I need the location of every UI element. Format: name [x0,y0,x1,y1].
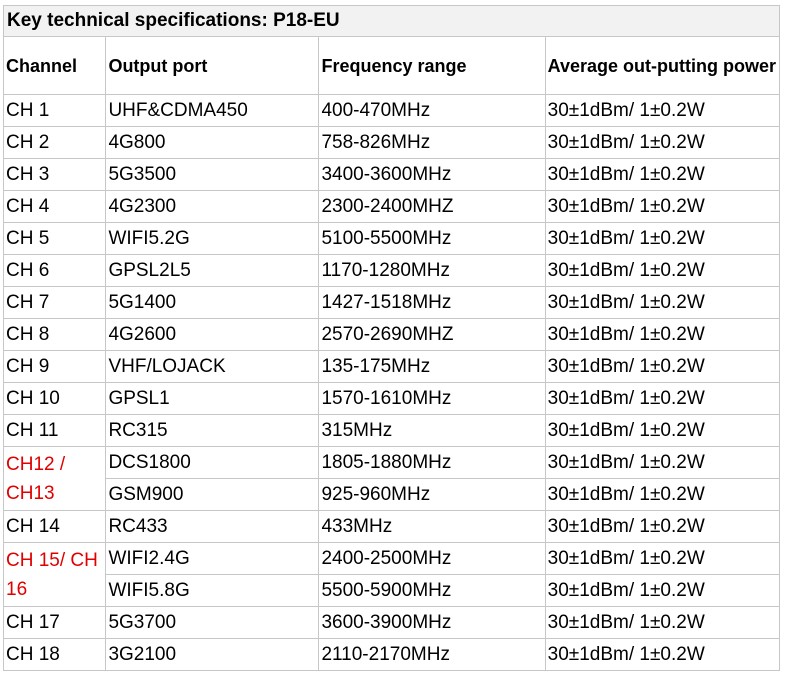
channel-cell-merged: CH12 / CH13 [4,447,107,511]
table-row: CH 14 RC433 433MHz 30±1dBm/ 1±0.2W [4,511,780,543]
port-cell: 5G1400 [106,287,320,319]
table-row: CH 17 5G3700 3600-3900MHz 30±1dBm/ 1±0.2… [4,607,780,639]
power-cell: 30±1dBm/ 1±0.2W [545,447,780,479]
power-cell: 30±1dBm/ 1±0.2W [545,607,780,639]
table-row: CH 2 4G800 758-826MHz 30±1dBm/ 1±0.2W [4,127,780,159]
freq-cell: 3400-3600MHz [319,159,546,191]
header-row: Channel Output port Frequency range Aver… [4,37,780,95]
power-cell: 30±1dBm/ 1±0.2W [545,415,780,447]
table-row: CH 6 GPSL2L5 1170-1280MHz 30±1dBm/ 1±0.2… [4,255,780,287]
table-row: CH 18 3G2100 2110-2170MHz 30±1dBm/ 1±0.2… [4,639,780,671]
power-cell: 30±1dBm/ 1±0.2W [545,383,780,415]
table-row: CH 4 4G2300 2300-2400MHZ 30±1dBm/ 1±0.2W [4,191,780,223]
power-cell: 30±1dBm/ 1±0.2W [545,319,780,351]
channel-cell: CH 1 [4,95,107,127]
channel-cell: CH 2 [4,127,107,159]
port-cell: 3G2100 [106,639,320,671]
freq-cell: 3600-3900MHz [319,607,546,639]
channel-cell: CH 10 [4,383,107,415]
table-row: CH 8 4G2600 2570-2690MHZ 30±1dBm/ 1±0.2W [4,319,780,351]
header-channel: Channel [4,37,107,95]
power-cell: 30±1dBm/ 1±0.2W [545,95,780,127]
port-cell: 5G3700 [106,607,320,639]
table-row: CH 3 5G3500 3400-3600MHz 30±1dBm/ 1±0.2W [4,159,780,191]
freq-cell: 1427-1518MHz [319,287,546,319]
table-row: GSM900 925-960MHz 30±1dBm/ 1±0.2W [4,479,780,511]
header-power: Average out-putting power [545,37,780,95]
table-row: CH 15/ CH 16 WIFI2.4G 2400-2500MHz 30±1d… [4,543,780,607]
channel-cell: CH 8 [4,319,107,351]
channel-cell: CH 6 [4,255,107,287]
port-cell: DCS1800 [106,447,320,479]
freq-cell: 315MHz [319,415,546,447]
power-cell: 30±1dBm/ 1±0.2W [545,511,780,543]
power-cell: 30±1dBm/ 1±0.2W [545,159,780,191]
port-cell: WIFI5.2G [106,223,320,255]
freq-cell: 925-960MHz [319,479,546,511]
header-frequency-range: Frequency range [319,37,546,95]
port-cell: WIFI2.4G [106,543,320,575]
freq-cell: 5100-5500MHz [319,223,546,255]
spec-table: Key technical specifications: P18-EU Cha… [3,5,780,671]
channel-cell: CH 7 [4,287,107,319]
freq-cell: 758-826MHz [319,127,546,159]
channel-cell: CH 11 [4,415,107,447]
channel-cell: CH 18 [4,639,107,671]
channel-cell: CH 3 [4,159,107,191]
power-cell: 30±1dBm/ 1±0.2W [545,543,780,575]
table-row: CH 9 VHF/LOJACK 135-175MHz 30±1dBm/ 1±0.… [4,351,780,383]
table-row: CH 11 RC315 315MHz 30±1dBm/ 1±0.2W [4,415,780,447]
freq-cell: 2570-2690MHZ [319,319,546,351]
power-cell: 30±1dBm/ 1±0.2W [545,191,780,223]
power-cell: 30±1dBm/ 1±0.2W [545,223,780,255]
port-cell: RC433 [106,511,320,543]
port-cell: 4G800 [106,127,320,159]
channel-cell: CH 4 [4,191,107,223]
freq-cell: 135-175MHz [319,351,546,383]
channel-cell: CH 9 [4,351,107,383]
port-cell: 5G3500 [106,159,320,191]
power-cell: 30±1dBm/ 1±0.2W [545,255,780,287]
port-cell: GPSL2L5 [106,255,320,287]
power-cell: 30±1dBm/ 1±0.2W [545,287,780,319]
freq-cell: 2300-2400MHZ [319,191,546,223]
channel-cell: CH 17 [4,607,107,639]
port-cell: 4G2300 [106,191,320,223]
channel-cell: CH 5 [4,223,107,255]
table-row: WIFI5.8G 5500-5900MHz 30±1dBm/ 1±0.2W [4,575,780,607]
freq-cell: 2400-2500MHz [319,543,546,575]
channel-cell: CH 14 [4,511,107,543]
title-row: Key technical specifications: P18-EU [4,6,780,37]
freq-cell: 1570-1610MHz [319,383,546,415]
power-cell: 30±1dBm/ 1±0.2W [545,479,780,511]
table-title: Key technical specifications: P18-EU [4,6,780,37]
port-cell: VHF/LOJACK [106,351,320,383]
port-cell: 4G2600 [106,319,320,351]
power-cell: 30±1dBm/ 1±0.2W [545,127,780,159]
header-output-port: Output port [106,37,320,95]
freq-cell: 1805-1880MHz [319,447,546,479]
freq-cell: 2110-2170MHz [319,639,546,671]
power-cell: 30±1dBm/ 1±0.2W [545,639,780,671]
table-row: CH 7 5G1400 1427-1518MHz 30±1dBm/ 1±0.2W [4,287,780,319]
power-cell: 30±1dBm/ 1±0.2W [545,575,780,607]
port-cell: UHF&CDMA450 [106,95,320,127]
port-cell: GPSL1 [106,383,320,415]
port-cell: RC315 [106,415,320,447]
freq-cell: 1170-1280MHz [319,255,546,287]
freq-cell: 400-470MHz [319,95,546,127]
port-cell: WIFI5.8G [106,575,320,607]
channel-cell-merged: CH 15/ CH 16 [4,543,107,607]
freq-cell: 433MHz [319,511,546,543]
table-row: CH 10 GPSL1 1570-1610MHz 30±1dBm/ 1±0.2W [4,383,780,415]
table-row: CH 1 UHF&CDMA450 400-470MHz 30±1dBm/ 1±0… [4,95,780,127]
port-cell: GSM900 [106,479,320,511]
table-row: CH 5 WIFI5.2G 5100-5500MHz 30±1dBm/ 1±0.… [4,223,780,255]
freq-cell: 5500-5900MHz [319,575,546,607]
power-cell: 30±1dBm/ 1±0.2W [545,351,780,383]
table-row: CH12 / CH13 DCS1800 1805-1880MHz 30±1dBm… [4,447,780,511]
